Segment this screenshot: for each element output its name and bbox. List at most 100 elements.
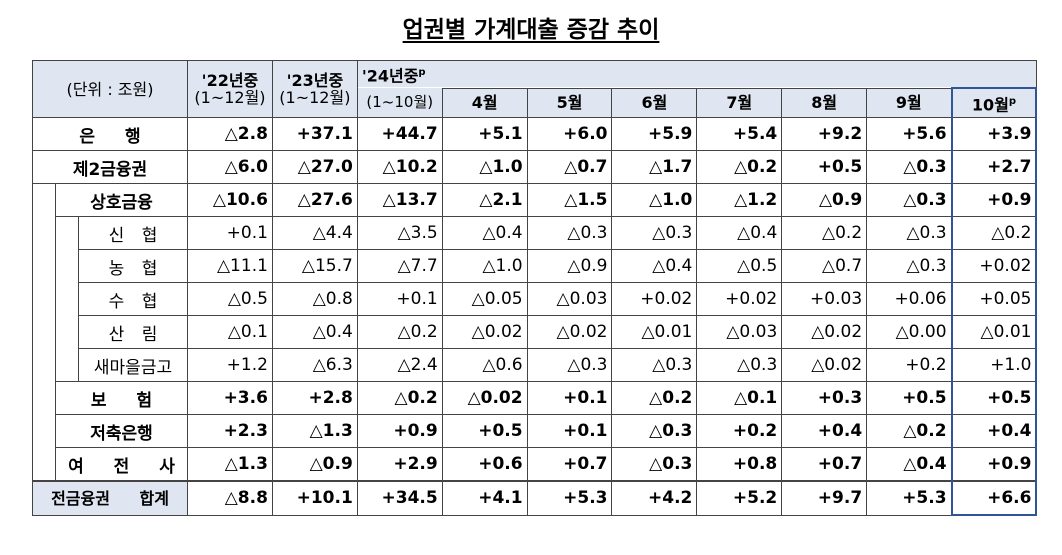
data-row: 은 행 △2.8 +37.1 +44.7 +5.1 +6.0 +5.9 +5.4 +9.2 +5.… [31,117,1038,151]
data-row: 농 협 △11.1 △15.7 △7.7 △1.0 △0.9 △0.4 △0.5 △0.7 △0.… [33,249,1038,283]
data-row: 저축은행 +2.3 △1.3 +0.9 +0.5 +0.1 △0.3 +0.2 +0.4 △0.2… [33,414,1038,448]
month-label: 5월 [556,93,583,113]
cell-value: △0.2 [950,216,1038,250]
cell-value: △0.2 [356,381,443,415]
cell-value: △2.1 [441,183,528,217]
cell-value: +3.9 [950,117,1038,151]
cell-value: △0.3 [866,183,953,217]
cell-value: +0.1 [526,414,613,448]
row-label: 보 험 [54,381,189,415]
cell-value: △0.03 [696,315,783,349]
month-header: 8월 [781,87,868,118]
table: (단위 : 조원) '22년중 (1~12월) '23년중 (1~12월) '24년중p(… [31,60,1038,516]
cell-value: +10.1 [271,480,358,516]
cell-value: +2.3 [187,414,273,448]
cell-value: +6.6 [950,480,1038,516]
cell-value: △0.6 [441,348,528,382]
cell-value: △0.01 [611,315,698,349]
cell-value: +6.0 [526,117,613,151]
row-label: 산 림 [77,315,189,349]
cell-value: △1.3 [271,414,358,448]
data-row: 새마을금고 +1.2 △6.3 △2.4 △0.6 △0.3 △0.3 △0.3 △0.02 +0… [33,348,1038,382]
row-label: 수 협 [77,282,189,316]
cell-value: +9.2 [781,117,868,151]
data-row: 상호금융 △10.6 △27.6 △13.7 △2.1 △1.5 △1.0 △1.2 △0.9 △… [32,183,1038,481]
cell-value: △0.05 [441,282,528,316]
cell-value: △0.3 [611,216,698,250]
cell-value: △6.0 [187,150,273,184]
cell-value: △1.0 [441,249,528,283]
cell-value: △1.5 [526,183,613,217]
cell-value: +0.7 [781,447,868,482]
data-row: 신 협 +0.1 △4.4 △3.5 △0.4 △0.3 △0.3 △0.4 △0.2 △0.3 △… [33,216,1038,382]
cell-value: △0.3 [611,348,698,382]
cell-value: △2.8 [187,117,273,151]
cell-value: △0.02 [781,315,868,349]
cell-value: +2.8 [271,381,358,415]
cell-value: △0.3 [696,348,783,382]
row-label: 새마을금고 [77,348,189,382]
month-label: 9월 [895,93,922,113]
cell-value: +0.7 [526,447,613,482]
cell-value: △0.2 [356,315,443,349]
cell-value: △0.02 [441,381,528,415]
cell-value: +0.1 [187,216,273,250]
cell-value: △0.9 [271,447,358,482]
data-row: 전금융권 합계 △8.8 +10.1 +34.5 +4.1 +5.3 +4.2 +5.2 +9.… [31,480,1038,516]
cell-value: +1.2 [187,348,273,382]
month-label: 8월 [811,93,838,113]
cell-value: +5.1 [441,117,528,151]
month-mark: p [1008,95,1017,107]
cell-value: +0.9 [356,414,443,448]
period-header: '22년중 (1~12월) [187,60,273,118]
cell-value: △0.2 [781,216,868,250]
cell-value: △0.3 [866,216,953,250]
cell-value: △6.3 [271,348,358,382]
cell-value: △0.01 [950,315,1038,349]
cell-value: △8.8 [187,480,273,516]
cell-value: △0.9 [526,249,613,283]
cell-value: +0.6 [441,447,528,482]
cell-value: △0.4 [696,216,783,250]
cell-value: △1.0 [611,183,698,217]
cell-value: +4.1 [441,480,528,516]
cell-value: △11.1 [187,249,273,283]
data-row: 여 전 사 △1.3 △0.9 +2.9 +0.6 +0.7 △0.3 +0.8 +0.7 △0.… [33,447,1038,482]
cell-value: △7.7 [356,249,443,283]
cell-value: +0.2 [866,348,953,382]
cell-value: +0.5 [441,414,528,448]
cell-value: △3.5 [356,216,443,250]
month-header: 7월 [696,87,783,118]
cell-value: △0.3 [866,249,953,283]
cell-value: △13.7 [356,183,443,217]
month-header: 9월 [866,87,953,118]
cell-value: △0.02 [781,348,868,382]
current-mark: p [418,66,426,78]
cell-value: △1.2 [696,183,783,217]
cell-value: △0.4 [441,216,528,250]
cell-value: △0.2 [611,381,698,415]
cell-value: +0.02 [696,282,783,316]
cell-value: △0.3 [526,216,613,250]
month-header: 5월 [526,87,613,118]
cell-value: +5.3 [526,480,613,516]
cell-value: △0.5 [187,282,273,316]
cell-value: △0.3 [526,348,613,382]
cell-value: △0.9 [781,183,868,217]
cell-value: +0.02 [611,282,698,316]
cell-value: +0.5 [950,381,1038,415]
month-header: 10월p [950,87,1038,118]
cell-value: +0.9 [950,447,1038,482]
current-label: '24년중 [361,66,419,86]
indent [32,183,56,481]
cell-value: △10.6 [187,183,273,217]
data-row: 보 험 +3.6 +2.8 △0.2 △0.02 +0.1 △0.2 △0.1 +0.3 +0.5… [33,381,1038,415]
data-row: 수 협 △0.5 △0.8 +0.1 △0.05 △0.03 +0.02 +0.02 +0.03… [33,282,1038,316]
cell-value: △0.2 [866,414,953,448]
current-header: '24년중p [356,60,1037,88]
row-label: 제2금융권 [31,150,189,184]
cell-value: +5.3 [866,480,953,516]
cell-value: +0.5 [866,381,953,415]
cell-value: △27.6 [271,183,358,217]
cell-value: △0.02 [441,315,528,349]
